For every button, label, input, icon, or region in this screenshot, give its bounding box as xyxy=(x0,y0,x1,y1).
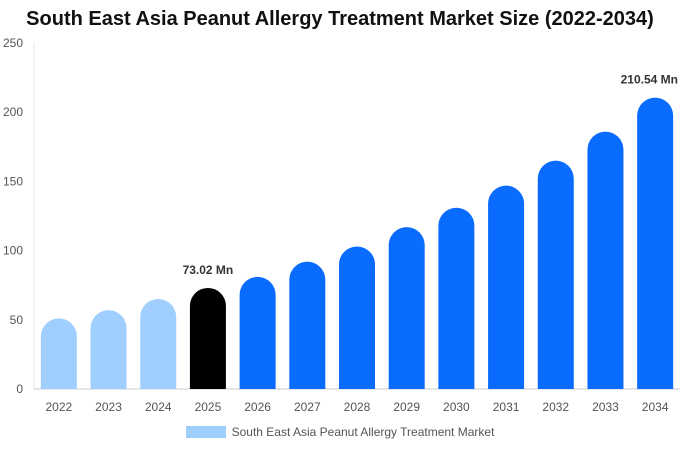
x-tick-label: 2026 xyxy=(244,400,271,414)
x-tick-label: 2031 xyxy=(493,400,520,414)
bar xyxy=(438,207,475,389)
bar xyxy=(189,287,226,389)
x-tick-label: 2030 xyxy=(443,400,470,414)
x-tick-label: 2023 xyxy=(95,400,122,414)
bar xyxy=(587,131,624,390)
x-tick-label: 2028 xyxy=(344,400,371,414)
bar xyxy=(339,246,375,389)
x-tick-label: 2029 xyxy=(393,400,420,414)
legend: South East Asia Peanut Allergy Treatment… xyxy=(0,425,680,439)
x-tick-label: 2033 xyxy=(592,400,619,414)
y-tick-label: 250 xyxy=(3,36,23,50)
bar xyxy=(537,160,574,389)
x-tick-label: 2034 xyxy=(642,400,669,414)
x-tick-label: 2022 xyxy=(45,400,72,414)
y-tick-label: 0 xyxy=(16,382,23,396)
data-label: 73.02 Mn xyxy=(183,263,234,277)
bar xyxy=(90,310,127,389)
data-labels: 73.02 Mn 210.54 Mn xyxy=(183,73,678,277)
x-tick-label: 2025 xyxy=(195,400,222,414)
y-tick-label: 100 xyxy=(3,244,23,258)
x-axis-ticks: 2022 2023 2024 2025 2026 2027 2028 2029 2030 2031… xyxy=(45,400,668,414)
x-tick-label: 2032 xyxy=(542,400,569,414)
chart-title: South East Asia Peanut Allergy Treatment… xyxy=(26,8,654,30)
y-tick-label: 150 xyxy=(3,174,23,188)
x-tick-label: 2027 xyxy=(294,400,321,414)
bar xyxy=(140,299,177,389)
bar xyxy=(289,261,326,389)
x-tick-label: 2024 xyxy=(145,400,172,414)
legend-swatch xyxy=(185,426,226,438)
legend-label: South East Asia Peanut Allergy Treatment… xyxy=(231,425,495,439)
bar xyxy=(637,97,674,389)
bar xyxy=(40,318,77,389)
bar xyxy=(488,185,525,389)
y-axis-ticks: 0 50 100 150 200 250 xyxy=(3,36,23,396)
bar xyxy=(239,276,276,389)
bars xyxy=(40,97,674,390)
y-tick-label: 200 xyxy=(3,105,23,119)
bar xyxy=(388,227,425,389)
y-tick-label: 50 xyxy=(10,313,24,327)
data-label: 210.54 Mn xyxy=(621,73,678,87)
